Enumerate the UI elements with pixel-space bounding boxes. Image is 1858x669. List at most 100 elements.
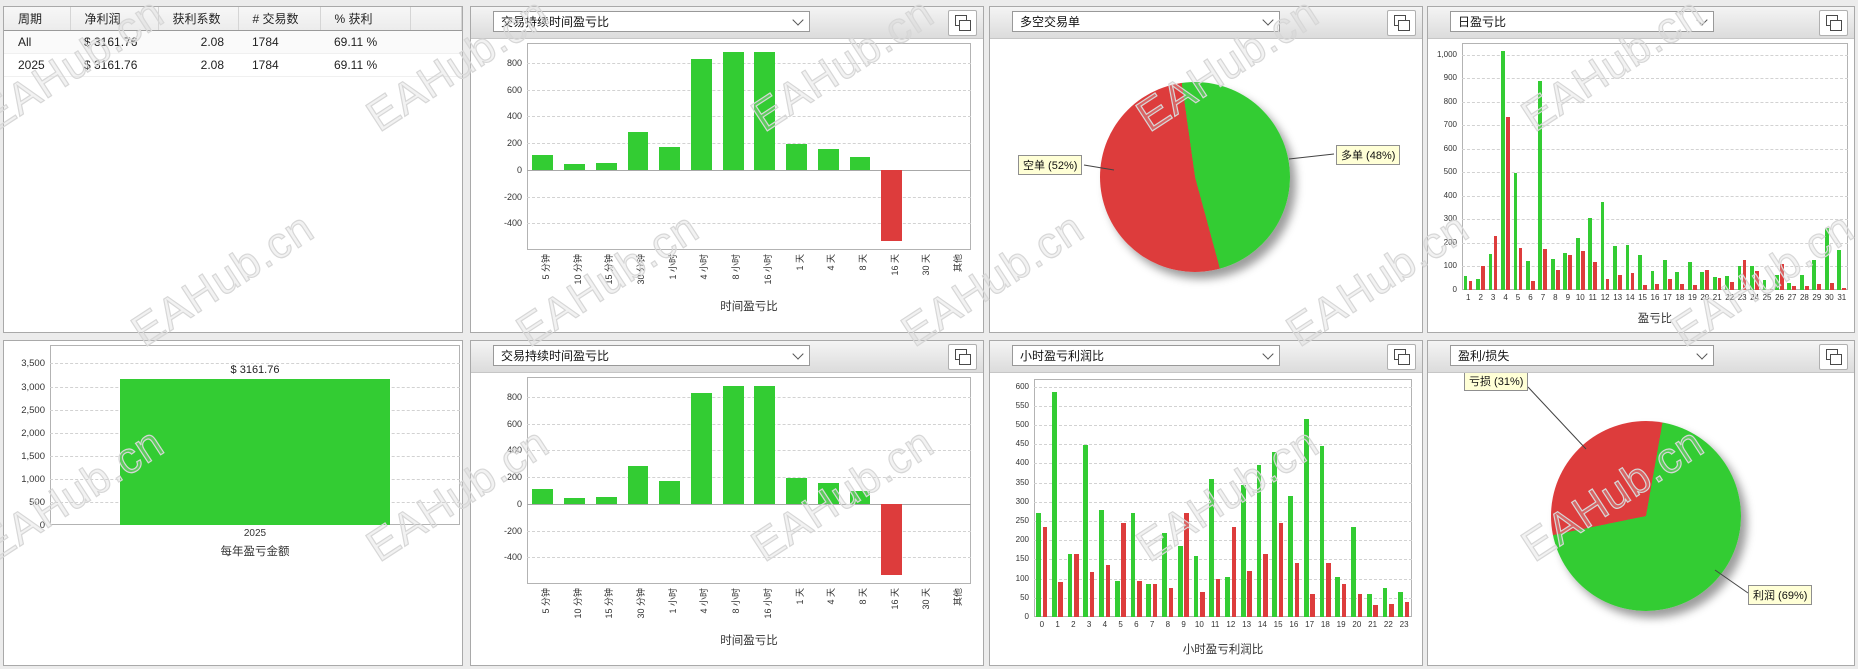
y-axis-tick-label: 2,000 [21, 427, 45, 439]
y-axis-tick-label: 2,500 [21, 404, 45, 416]
gridline [1034, 578, 1412, 580]
x-axis-tick-label: 9 [1565, 293, 1571, 302]
chart-type-select[interactable]: 交易持续时间盈亏比 [493, 345, 811, 366]
bar-profit [1288, 496, 1293, 617]
bar-profit [817, 483, 839, 504]
x-axis-tick-label: 23 [1737, 293, 1747, 302]
chart-type-select[interactable]: 小时盈亏利润比 [1012, 345, 1280, 366]
bar-profit [1712, 277, 1717, 290]
gridline [1034, 521, 1412, 523]
table-row-all[interactable]: All $ 3161.76 2.08 1784 69.11 % [4, 30, 462, 54]
chart-type-select[interactable]: 盈利/损失 [1450, 345, 1715, 366]
x-axis-tick-label: 8 [1553, 293, 1558, 302]
bar-loss [1310, 593, 1315, 617]
popout-chart-button[interactable] [948, 344, 977, 370]
chart-type-select[interactable]: 日盈亏比 [1450, 11, 1715, 32]
bar-profit [595, 496, 617, 504]
bar-loss [1105, 565, 1111, 617]
column-header-net-profit[interactable]: 净利润 [70, 7, 159, 31]
bar-profit [1650, 271, 1655, 290]
popout-chart-button[interactable] [1819, 10, 1848, 36]
popout-chart-button[interactable] [1387, 344, 1416, 370]
table-row-2025[interactable]: 2025 $ 3161.76 2.08 1784 69.11 % [4, 53, 462, 77]
bar-loss [1089, 571, 1095, 617]
x-axis-tick-label: 26 [1775, 293, 1784, 302]
x-axis-tick-label: 18 [1320, 620, 1330, 629]
gridline [1462, 101, 1848, 103]
bar-loss [1231, 526, 1237, 617]
pie-slice-label: 空单 (52%) [1018, 155, 1083, 175]
x-axis-tick-label: 8 [1165, 620, 1171, 629]
bar-profit [119, 379, 391, 525]
y-axis-tick-label: 200 [1443, 237, 1457, 247]
y-axis-tick-label: 500 [29, 496, 45, 508]
pie-circle [1100, 82, 1290, 272]
pie-slice-label: 亏损 (31%) [1464, 371, 1529, 391]
panel-header: 交易持续时间盈亏比 [471, 7, 983, 39]
x-axis-tick-label: 30 [1824, 293, 1834, 302]
gridline [527, 503, 971, 505]
y-axis-tick-label: 400 [1443, 190, 1457, 200]
bar-loss [881, 503, 903, 575]
x-axis-tick-label: 3 [1490, 293, 1496, 302]
bar-loss [1730, 281, 1734, 290]
x-axis-tick-label: 18 [1675, 293, 1685, 302]
bar-profit [1303, 419, 1309, 617]
x-axis-tick-label: 19 [1687, 293, 1697, 302]
x-axis-title: 每年盈亏金额 [220, 546, 290, 558]
bar-loss [1630, 273, 1635, 290]
chart-type-select[interactable]: 交易持续时间盈亏比 [493, 11, 811, 32]
gridline [527, 557, 971, 559]
bar-profit [1501, 51, 1505, 290]
chevron-down-icon [1696, 14, 1708, 26]
popout-chart-button[interactable] [1819, 344, 1848, 370]
cell-net-profit: $ 3161.76 [70, 53, 158, 77]
bar-loss [1705, 270, 1710, 290]
bar-profit [1114, 580, 1120, 617]
x-axis-tick-label: 2 [1071, 620, 1076, 629]
bar-loss [1842, 288, 1846, 290]
column-header-profit-factor[interactable]: 获利系数 [158, 7, 239, 31]
gridline [1034, 425, 1412, 427]
y-axis-tick-label: 0 [516, 498, 522, 509]
chart-type-select-value: 交易持续时间盈亏比 [501, 349, 610, 363]
cell-net-profit: $ 3161.76 [70, 30, 158, 54]
x-axis-tick-label: 17 [1662, 293, 1672, 302]
x-axis-tick-label: 20 [1700, 293, 1710, 302]
column-header-trades[interactable]: # 交易数 [238, 7, 321, 31]
y-axis-tick-label: 200 [506, 472, 522, 483]
x-axis-tick-label: 6 [1134, 620, 1139, 629]
bar-profit [1662, 259, 1667, 290]
x-axis-tick-label: 8 天 [858, 254, 868, 271]
popout-chart-button[interactable] [948, 10, 977, 36]
x-axis-tick-label: 10 分钟 [572, 588, 583, 619]
cell-period: All [4, 30, 70, 54]
pie-circle [1551, 421, 1741, 611]
chevron-down-icon [792, 14, 805, 26]
cell-trades: 1784 [238, 30, 320, 54]
y-axis-tick-label: 0 [39, 520, 45, 531]
bar-profit [754, 52, 776, 170]
x-axis-tick-label: 4 [1102, 620, 1108, 629]
x-axis-tick-label: 4 [1503, 293, 1508, 302]
y-axis-tick-label: 1,500 [21, 450, 45, 462]
x-axis-tick-label: 27 [1787, 293, 1797, 302]
column-header-win-rate[interactable]: % 获利 [320, 7, 411, 31]
column-header-empty [410, 7, 462, 31]
popout-chart-button[interactable] [1387, 10, 1416, 36]
cell-trades: 1784 [238, 53, 320, 77]
x-axis-tick-label: 22 [1383, 620, 1393, 629]
column-header-period[interactable]: 周期 [4, 7, 71, 31]
y-axis-tick-label: 500 [1015, 420, 1029, 430]
bar-profit [1775, 274, 1779, 290]
bar-loss [1817, 283, 1822, 290]
chevron-down-icon [1696, 348, 1708, 360]
bar-loss [1792, 285, 1797, 290]
x-axis-tick-label: 21 [1368, 620, 1378, 629]
y-axis-tick-label: 100 [1015, 573, 1029, 583]
panel-daily-chart: 日盈亏比 1,000 900 800 700 600 500 400 300 200 100 0 1 2… [1427, 6, 1855, 333]
chart-type-select[interactable]: 多空交易单 [1012, 11, 1280, 32]
panel-header: 日盈亏比 [1428, 7, 1854, 39]
gridline [1034, 501, 1412, 503]
x-axis-title: 盈亏比 [1637, 313, 1673, 325]
